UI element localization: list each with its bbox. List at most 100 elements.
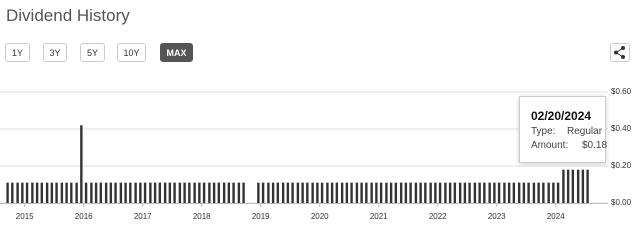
- bar: [542, 182, 545, 203]
- bar: [109, 182, 113, 203]
- bar: [6, 182, 9, 203]
- bar: [286, 182, 290, 203]
- bar: [188, 182, 191, 203]
- bar: [114, 182, 117, 203]
- y-tick-label: $0.20: [611, 161, 632, 170]
- tooltip-value: Regular: [567, 126, 603, 137]
- bar: [227, 182, 231, 203]
- bar: [360, 182, 363, 203]
- x-tick-label: 2017: [134, 212, 152, 221]
- bar: [271, 182, 275, 203]
- bar: [119, 182, 123, 203]
- bar: [193, 182, 196, 203]
- bar: [99, 182, 103, 203]
- bar: [139, 182, 142, 203]
- bar: [537, 182, 540, 203]
- bar: [296, 182, 300, 203]
- bar: [350, 182, 353, 203]
- bar: [75, 182, 78, 203]
- x-tick-label: 2021: [370, 212, 388, 221]
- bar: [163, 182, 167, 203]
- y-tick-label: $0.40: [611, 124, 632, 133]
- bar: [404, 182, 408, 203]
- bar: [281, 182, 285, 203]
- bar: [149, 182, 152, 203]
- bar: [453, 182, 457, 203]
- bar: [222, 182, 226, 203]
- tooltip-date: 02/20/2024: [531, 109, 592, 123]
- range-button[interactable]: 1Y: [5, 43, 30, 62]
- bar: [385, 182, 388, 203]
- tooltip: 02/20/2024 Type: Regular Amount: $0.18: [519, 96, 607, 163]
- bar: [306, 182, 309, 203]
- bar: [183, 182, 186, 203]
- bar: [60, 182, 64, 203]
- bar: [261, 182, 265, 203]
- bar: [70, 182, 73, 203]
- bar: [355, 182, 359, 203]
- bar: [394, 182, 398, 203]
- bar: [370, 182, 373, 203]
- bar: [379, 182, 383, 203]
- title: Dividend History: [6, 6, 130, 25]
- x-tick-label: 2024: [547, 212, 565, 221]
- y-tick-label: $0.00: [611, 198, 632, 207]
- x-tick-label: 2020: [311, 212, 329, 221]
- bar: [493, 182, 496, 203]
- bar: [517, 182, 521, 203]
- bar: [532, 182, 536, 203]
- bar: [50, 182, 54, 203]
- bar: [581, 169, 585, 203]
- share-button[interactable]: [610, 43, 630, 62]
- bar: [168, 182, 172, 203]
- bar: [217, 182, 221, 203]
- bar: [45, 182, 49, 203]
- range-button[interactable]: 3Y: [43, 43, 67, 62]
- bar: [232, 182, 235, 203]
- bar: [301, 182, 304, 203]
- bar: [90, 182, 93, 203]
- bar: [31, 182, 34, 203]
- x-tick-label: 2019: [252, 212, 270, 221]
- bar: [35, 182, 39, 203]
- bar: [65, 182, 68, 203]
- bar: [291, 182, 294, 203]
- bar: [326, 182, 329, 203]
- range-button[interactable]: 10Y: [117, 43, 146, 62]
- bar: [21, 182, 24, 203]
- bar: [571, 169, 575, 203]
- bar: [202, 182, 206, 203]
- bar: [330, 182, 334, 203]
- bar: [173, 182, 176, 203]
- bar: [478, 182, 481, 203]
- range-button[interactable]: MAX: [160, 43, 193, 62]
- bar: [311, 182, 314, 203]
- bar: [527, 182, 530, 203]
- range-button[interactable]: 5Y: [80, 43, 105, 62]
- bar: [124, 182, 127, 203]
- bar: [468, 182, 471, 203]
- bar: [242, 182, 245, 203]
- bar: [586, 169, 589, 203]
- x-tick-label: 2023: [488, 212, 506, 221]
- bar: [522, 182, 526, 203]
- bar: [320, 182, 324, 203]
- bar: [80, 125, 83, 203]
- bar: [104, 182, 108, 203]
- bar: [340, 182, 344, 203]
- x-tick-label: 2022: [429, 212, 447, 221]
- bar: [25, 182, 29, 203]
- bar: [483, 182, 486, 203]
- bar: [335, 182, 339, 203]
- bar: [237, 182, 241, 203]
- bar: [316, 182, 319, 203]
- bar: [512, 182, 516, 203]
- bar: [424, 182, 427, 203]
- bar: [399, 182, 403, 203]
- bar: [375, 182, 378, 203]
- bar: [143, 182, 147, 203]
- bar: [473, 182, 477, 203]
- bar: [365, 182, 368, 203]
- bar: [448, 182, 452, 203]
